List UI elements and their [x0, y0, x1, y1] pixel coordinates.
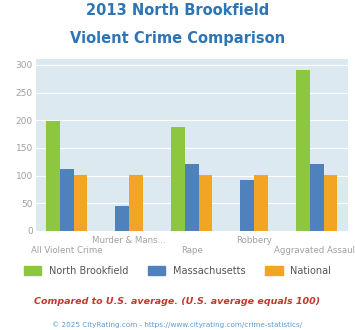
Bar [254, 175, 268, 231]
Text: Compared to U.S. average. (U.S. average equals 100): Compared to U.S. average. (U.S. average … [34, 297, 321, 306]
Bar [296, 71, 310, 231]
Text: © 2025 CityRating.com - https://www.cityrating.com/crime-statistics/: © 2025 CityRating.com - https://www.city… [53, 322, 302, 328]
Text: All Violent Crime: All Violent Crime [31, 246, 103, 255]
Text: Robbery: Robbery [236, 236, 272, 245]
Bar [240, 180, 254, 231]
Bar [310, 164, 323, 231]
Text: Rape: Rape [181, 246, 203, 255]
Bar [198, 175, 212, 231]
Text: Violent Crime Comparison: Violent Crime Comparison [70, 31, 285, 46]
Legend: North Brookfield, Massachusetts, National: North Brookfield, Massachusetts, Nationa… [20, 262, 335, 280]
Bar [171, 127, 185, 231]
Bar [129, 175, 143, 231]
Text: 2013 North Brookfield: 2013 North Brookfield [86, 3, 269, 18]
Bar [115, 206, 129, 231]
Text: Murder & Mans...: Murder & Mans... [92, 236, 166, 245]
Bar [60, 169, 73, 231]
Bar [185, 164, 198, 231]
Bar [323, 175, 337, 231]
Text: Aggravated Assault: Aggravated Assault [274, 246, 355, 255]
Bar [46, 121, 60, 231]
Bar [73, 175, 87, 231]
